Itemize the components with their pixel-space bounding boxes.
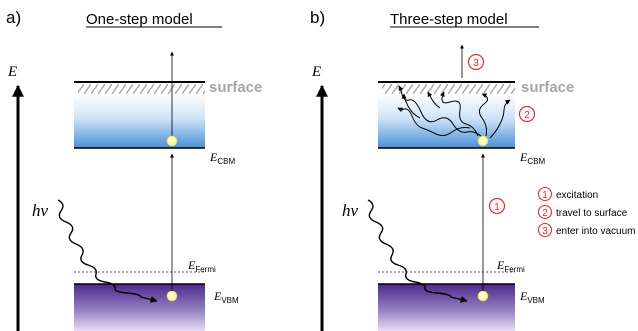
panel-one-step: a) One-step model E surface ECBM EFermi … (6, 8, 262, 331)
legend-circle (537, 222, 553, 238)
legend-number: 2 (542, 208, 548, 219)
panel-title: One-step model (86, 11, 193, 28)
energy-axis-label: E (311, 64, 321, 80)
step-circle (488, 197, 506, 215)
photon-label: hv (342, 201, 359, 220)
legend-circle (537, 186, 553, 202)
panel-three-step: b) Three-step model E surface ECBM EFerm… (310, 8, 636, 331)
scatter-path (478, 93, 488, 137)
surface-hatch (78, 82, 205, 94)
conduction-band (378, 94, 515, 148)
cbm-label: ECBM (209, 150, 235, 166)
panel-letter: a) (6, 8, 21, 27)
step-number: 1 (494, 202, 500, 213)
fermi-label: EFermi (187, 258, 216, 274)
panel-title: Three-step model (390, 11, 508, 28)
legend-circle (537, 204, 553, 220)
photon-label: hv (32, 201, 49, 220)
step-number: 2 (524, 110, 530, 121)
legend-text: enter into vacuum (556, 226, 636, 237)
surface-hatch (382, 82, 515, 94)
scatter-path (489, 99, 511, 139)
conduction-band (74, 94, 205, 148)
electron (166, 135, 178, 147)
surface-label: surface (209, 79, 262, 96)
step-number: 3 (473, 58, 479, 69)
scatter-path (401, 93, 421, 119)
valence-band (74, 284, 205, 331)
scatter-path (398, 85, 484, 139)
hole-electron (477, 290, 489, 302)
photon-wave (57, 199, 158, 303)
scattering-paths (397, 85, 511, 139)
electron (477, 135, 489, 147)
hole-electron (166, 290, 178, 302)
panel-letter: b) (310, 8, 325, 27)
legend-item-vacuum: 3 enter into vacuum (537, 222, 636, 238)
step-circle (518, 105, 536, 123)
scatter-path (427, 91, 441, 109)
legend-number: 3 (542, 226, 548, 237)
vbm-label: EVBM (213, 289, 239, 305)
legend-text: excitation (556, 190, 598, 201)
legend-item-excitation: 1 excitation (537, 186, 598, 202)
step-circle (467, 53, 485, 71)
fermi-label: EFermi (496, 258, 525, 274)
legend-item-travel: 2 travel to surface (537, 204, 628, 220)
scatter-path (397, 107, 471, 137)
scatter-path (439, 91, 479, 137)
vbm-label: EVBM (519, 289, 545, 305)
legend-number: 1 (542, 190, 548, 201)
surface-label: surface (521, 79, 574, 96)
step-marker-2: 2 (518, 105, 536, 123)
energy-axis-label: E (7, 64, 17, 80)
step-marker-1: 1 (488, 197, 506, 215)
cbm-label: ECBM (519, 150, 545, 166)
step-legend: 1 excitation 2 travel to surface 3 enter… (537, 186, 636, 238)
legend-text: travel to surface (556, 208, 628, 219)
photon-wave (367, 199, 468, 303)
valence-band (378, 284, 515, 331)
step-marker-3: 3 (467, 53, 485, 71)
